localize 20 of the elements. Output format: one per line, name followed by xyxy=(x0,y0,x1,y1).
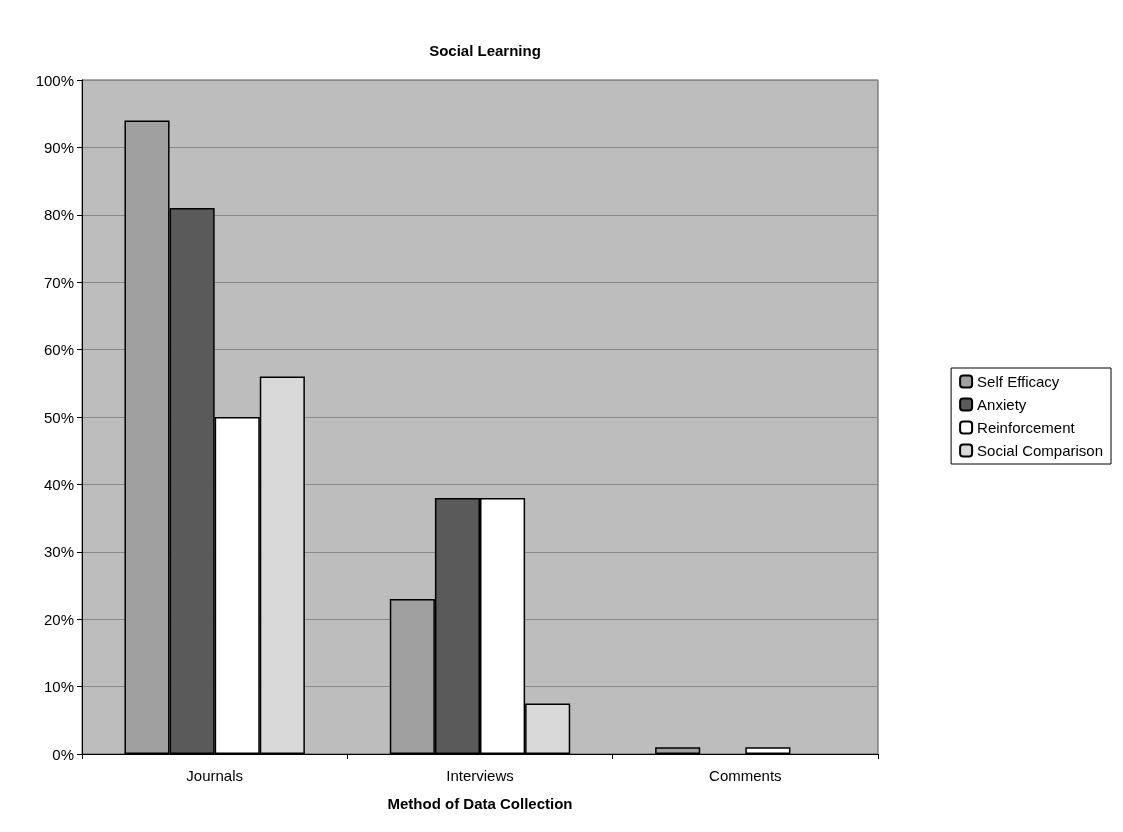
legend-label: Anxiety xyxy=(977,396,1027,413)
y-tick-label: 0% xyxy=(52,745,74,763)
y-tick-label: 80% xyxy=(43,206,74,224)
legend-label: Self Efficacy xyxy=(977,373,1060,390)
chart-title: Social Learning xyxy=(429,42,541,59)
y-tick-label: 10% xyxy=(43,678,74,696)
y-tick-label: 100% xyxy=(35,71,74,89)
legend-label: Social Comparison xyxy=(977,442,1103,459)
y-tick-label: 70% xyxy=(43,273,74,291)
x-tick-label: Journals xyxy=(186,767,244,784)
legend-label: Reinforcement xyxy=(977,419,1076,436)
x-tick-label: Comments xyxy=(709,767,782,784)
y-tick-label: 50% xyxy=(43,408,74,426)
x-axis-title: Method of Data Collection xyxy=(387,795,573,812)
y-tick-label: 20% xyxy=(43,610,74,628)
x-tick-label: Interviews xyxy=(446,767,514,784)
y-tick-label: 40% xyxy=(43,475,74,493)
y-tick-label: 30% xyxy=(43,543,74,561)
y-tick-label: 60% xyxy=(43,341,74,359)
y-tick-label: 90% xyxy=(43,138,74,156)
